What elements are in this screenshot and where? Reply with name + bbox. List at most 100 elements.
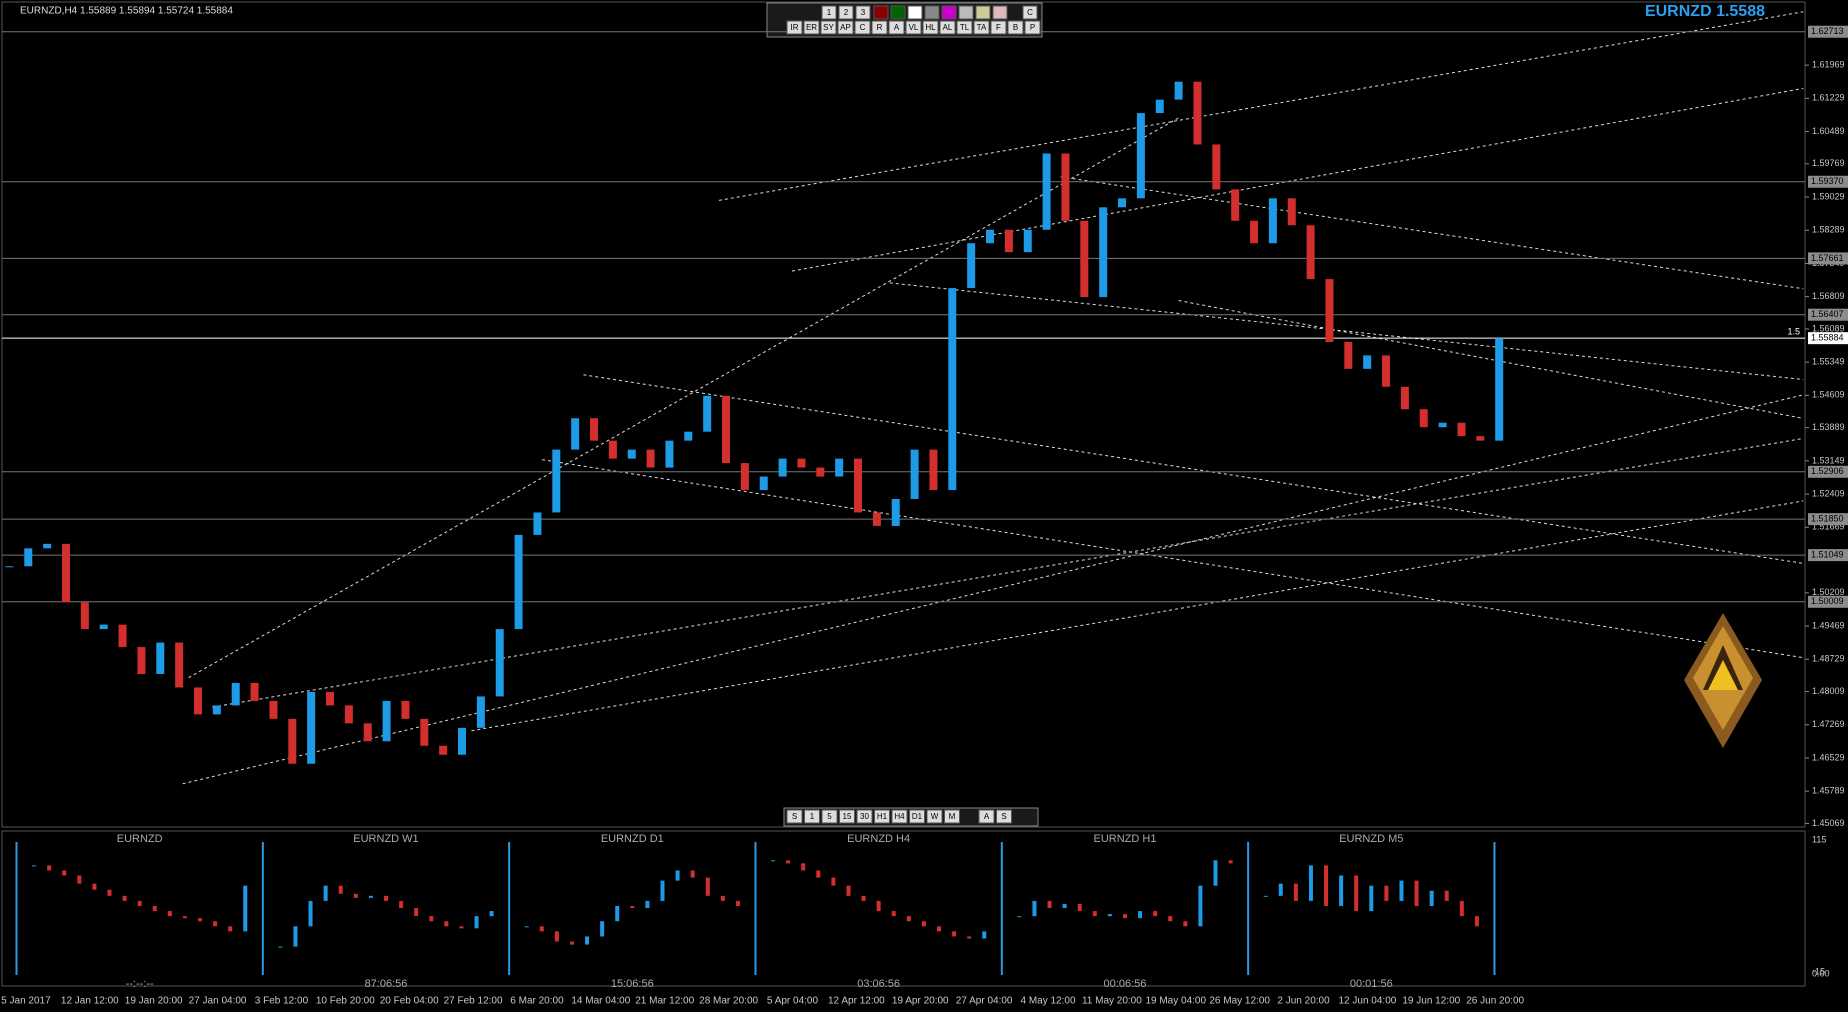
toolbar-button[interactable] — [888, 20, 905, 35]
toolbar-button[interactable] — [905, 20, 922, 35]
toolbar-button-label[interactable]: H4 — [894, 812, 905, 821]
candle — [872, 512, 881, 526]
candle — [533, 512, 542, 535]
toolbar-button-label[interactable]: HL — [925, 23, 936, 32]
candle — [269, 700, 278, 719]
toolbar-button[interactable] — [855, 5, 871, 20]
toolbar-button-label[interactable]: A — [984, 812, 990, 821]
toolbar-button[interactable] — [891, 809, 908, 824]
toolbar-button[interactable] — [996, 809, 1012, 824]
toolbar-button[interactable] — [1024, 20, 1041, 35]
candle — [212, 705, 221, 715]
color-swatch[interactable] — [907, 5, 923, 20]
candle — [1306, 225, 1315, 280]
toolbar-button-label[interactable]: D1 — [912, 812, 923, 821]
candle — [910, 449, 919, 499]
toolbar-button-label[interactable]: S — [792, 812, 797, 821]
color-swatch[interactable] — [992, 5, 1008, 20]
toolbar-button-label[interactable]: VL — [909, 23, 919, 32]
toolbar-button-label[interactable]: B — [1013, 23, 1018, 32]
candle — [420, 718, 429, 746]
toolbar-button[interactable] — [909, 809, 925, 824]
toolbar-button[interactable] — [854, 20, 871, 35]
sub-candle — [615, 906, 620, 922]
candle — [1023, 229, 1032, 253]
candle — [646, 449, 655, 468]
candle — [1004, 229, 1013, 253]
toolbar-button[interactable] — [786, 20, 803, 35]
toolbar-button-label[interactable]: H1 — [877, 812, 888, 821]
sub-candle — [1168, 916, 1173, 922]
toolbar-button[interactable] — [922, 20, 939, 35]
color-swatch[interactable] — [941, 5, 957, 20]
sub-candle — [444, 921, 449, 927]
level-label: 1.51850 — [1811, 514, 1844, 524]
candle — [1287, 198, 1296, 226]
toolbar-button[interactable] — [803, 20, 820, 35]
toolbar-button-label[interactable]: M — [949, 812, 956, 821]
toolbar-button-label[interactable]: 30 — [860, 812, 869, 821]
toolbar-button-label[interactable]: TL — [960, 23, 970, 32]
sub-candle — [459, 926, 464, 929]
sub-candle — [1032, 900, 1037, 917]
color-swatch[interactable] — [958, 5, 974, 20]
candle — [1268, 198, 1277, 244]
candle — [99, 624, 108, 630]
toolbar-button-label[interactable]: P — [1030, 23, 1035, 32]
toolbar-button-label[interactable]: IR — [791, 23, 799, 32]
color-swatch[interactable] — [873, 5, 889, 20]
x-tick-label: 11 May 20:00 — [1082, 996, 1142, 1007]
toolbar-button[interactable] — [990, 20, 1007, 35]
toolbar-button-label[interactable]: 1 — [810, 812, 815, 821]
sub-y-tick-label: -15 — [1812, 966, 1825, 976]
toolbar-button[interactable] — [838, 5, 854, 20]
toolbar-button-label[interactable]: F — [996, 23, 1001, 32]
sub-candle — [32, 865, 37, 867]
toolbar-button[interactable] — [973, 20, 990, 35]
toolbar-button[interactable] — [956, 20, 973, 35]
sub-candle — [846, 885, 851, 896]
toolbar-button[interactable] — [874, 809, 890, 824]
toolbar-button[interactable] — [804, 809, 820, 824]
toolbar-button[interactable] — [1022, 5, 1038, 20]
toolbar-button-label[interactable]: C — [1027, 8, 1033, 17]
toolbar-button-label[interactable]: 2 — [844, 8, 849, 17]
toolbar-button-label[interactable]: C — [860, 23, 866, 32]
sub-candle — [62, 870, 67, 876]
toolbar-button[interactable] — [820, 20, 837, 35]
toolbar-button-label[interactable]: 5 — [827, 812, 832, 821]
sub-candle — [786, 860, 791, 864]
level-label: 1.59370 — [1811, 176, 1844, 186]
toolbar-button[interactable] — [856, 809, 873, 824]
toolbar-button[interactable] — [939, 20, 956, 35]
x-tick-label: 2 Jun 20:00 — [1277, 996, 1330, 1007]
toolbar-button-label[interactable]: 1 — [827, 8, 832, 17]
toolbar-button-label[interactable]: 3 — [861, 8, 866, 17]
candle — [967, 243, 976, 289]
toolbar-button-label[interactable]: ER — [806, 23, 817, 32]
toolbar-button[interactable] — [839, 809, 855, 824]
toolbar-button[interactable] — [944, 809, 960, 824]
toolbar-button-label[interactable]: AL — [943, 23, 953, 32]
sub-candle — [1278, 883, 1283, 896]
toolbar-button-label[interactable]: A — [894, 23, 900, 32]
toolbar-button[interactable] — [926, 809, 943, 824]
toolbar-button-label[interactable]: S — [1001, 812, 1006, 821]
toolbar-button-label[interactable]: R — [877, 23, 883, 32]
candle — [1419, 409, 1428, 428]
toolbar-button[interactable] — [821, 5, 837, 20]
color-swatch[interactable] — [924, 5, 940, 20]
toolbar-button[interactable] — [837, 20, 854, 35]
toolbar-button[interactable] — [786, 809, 803, 824]
toolbar-button[interactable] — [1007, 20, 1024, 35]
toolbar-button-label[interactable]: AP — [840, 23, 851, 32]
color-swatch[interactable] — [975, 5, 991, 20]
toolbar-button-label[interactable]: 15 — [843, 812, 852, 821]
toolbar-button-label[interactable]: TA — [977, 23, 987, 32]
toolbar-button-label[interactable]: SY — [823, 23, 834, 32]
toolbar-button-label[interactable]: W — [931, 812, 939, 821]
color-swatch[interactable] — [890, 5, 906, 20]
toolbar-button[interactable] — [821, 809, 838, 824]
toolbar-button[interactable] — [978, 809, 995, 824]
toolbar-button[interactable] — [871, 20, 888, 35]
